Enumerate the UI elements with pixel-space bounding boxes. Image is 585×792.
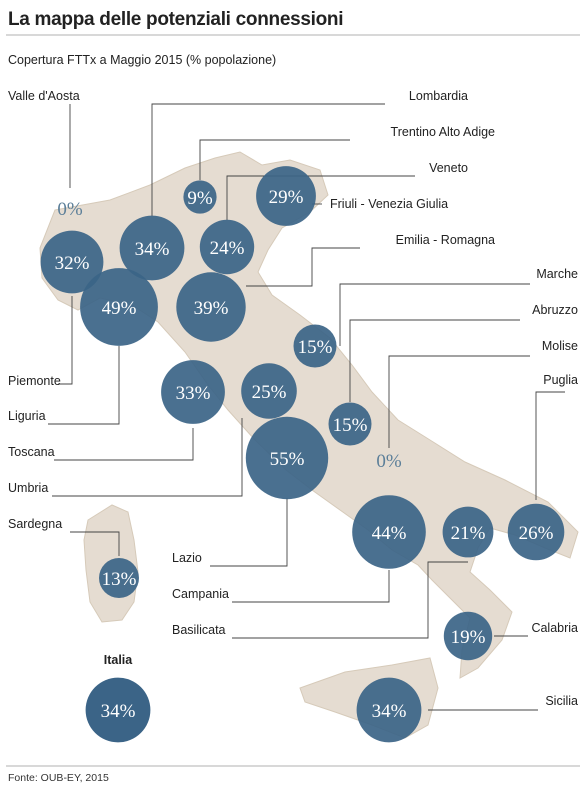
label-basilicata: Basilicata — [172, 623, 226, 637]
bubble-friuli-venezia-giulia — [256, 166, 316, 226]
label-sardegna: Sardegna — [8, 517, 62, 531]
italia-total-value: 34% — [101, 701, 136, 722]
label-sicilia: Sicilia — [545, 694, 578, 708]
bubble-lombardia — [119, 215, 185, 281]
label-liguria: Liguria — [8, 409, 46, 423]
value-valle-d-aosta: 0% — [57, 199, 83, 220]
bubble-lazio — [245, 416, 329, 500]
label-umbria: Umbria — [8, 481, 48, 495]
label-lombardia: Lombardia — [409, 89, 468, 103]
leader-molise — [388, 355, 530, 448]
bubble-piemonte — [40, 230, 104, 294]
bubble-umbria — [241, 363, 297, 419]
bubble-basilicata — [442, 506, 494, 558]
value-trentino-alto-adige: 9% — [187, 188, 213, 209]
value-toscana: 33% — [176, 383, 211, 404]
bubble-calabria — [443, 611, 493, 661]
value-puglia: 26% — [519, 523, 554, 544]
label-puglia: Puglia — [543, 373, 578, 387]
label-trentino-alto-adige: Trentino Alto Adige — [391, 125, 496, 139]
bubble-emilia-romagna — [176, 272, 246, 342]
leader-piemonte — [58, 296, 73, 385]
value-liguria: 49% — [102, 298, 137, 319]
bubble-campania — [352, 495, 426, 569]
bubble-sicilia — [356, 677, 422, 743]
leader-lines — [48, 103, 565, 711]
bubble-puglia — [507, 503, 565, 561]
label-calabria: Calabria — [531, 621, 578, 635]
value-sardegna: 13% — [102, 569, 137, 590]
leader-lombardia — [151, 103, 385, 216]
chart-subtitle: Copertura FTTx a Maggio 2015 (% popolazi… — [8, 53, 276, 67]
label-emilia-romagna: Emilia - Romagna — [396, 233, 495, 247]
label-piemonte: Piemonte — [8, 374, 61, 388]
value-sicilia: 34% — [372, 701, 407, 722]
leader-campania — [232, 570, 390, 603]
leader-trentino-alto-adige — [199, 139, 350, 180]
value-lombardia: 34% — [135, 239, 170, 260]
leader-liguria — [48, 346, 120, 425]
value-marche: 15% — [298, 337, 333, 358]
italia-total-bubble — [85, 677, 151, 743]
leader-emilia-romagna — [246, 247, 360, 287]
italia-total-title: Italia — [104, 653, 134, 667]
value-abruzzo: 15% — [333, 415, 368, 436]
leader-umbria — [52, 418, 243, 497]
value-basilicata: 21% — [451, 523, 486, 544]
label-toscana: Toscana — [8, 445, 55, 459]
bubbles: 0% 34% 9% 24% 29% 39% 15% 15% 0% 26% 32% 49% 33% 25% 5… — [40, 166, 565, 743]
leader-basilicata — [232, 561, 468, 639]
leader-sardegna — [70, 531, 120, 556]
bubble-veneto — [199, 219, 255, 275]
region-labels: Valle d'Aosta Lombardia Trentino Alto Adig… — [8, 89, 578, 708]
value-lazio: 55% — [270, 449, 305, 470]
leader-marche — [339, 283, 530, 346]
value-piemonte: 32% — [55, 253, 90, 274]
label-valle-d-aosta: Valle d'Aosta — [8, 89, 80, 103]
label-lazio: Lazio — [172, 551, 202, 565]
source-note: Fonte: OUB-EY, 2015 — [8, 772, 109, 784]
bubble-liguria — [80, 268, 158, 346]
bubble-toscana — [161, 360, 225, 424]
value-campania: 44% — [372, 523, 407, 544]
value-friuli-venezia-giulia: 29% — [269, 187, 304, 208]
bubble-sardegna — [99, 558, 139, 598]
value-molise: 0% — [376, 451, 402, 472]
leader-lazio — [210, 498, 288, 567]
value-veneto: 24% — [210, 238, 245, 259]
value-calabria: 19% — [451, 627, 486, 648]
value-umbria: 25% — [252, 382, 287, 403]
label-campania: Campania — [172, 587, 229, 601]
value-emilia-romagna: 39% — [194, 298, 229, 319]
label-marche: Marche — [536, 267, 578, 281]
label-friuli-venezia-giulia: Friuli - Venezia Giulia — [330, 197, 448, 211]
bubble-marche — [293, 324, 337, 368]
leader-puglia — [535, 391, 565, 500]
label-veneto: Veneto — [429, 161, 468, 175]
label-molise: Molise — [542, 339, 578, 353]
leader-toscana — [54, 428, 194, 461]
leader-veneto — [226, 175, 415, 220]
chart-title: La mappa delle potenziali connessioni — [8, 9, 343, 30]
bubble-trentino-alto-adige — [183, 180, 217, 214]
label-abruzzo: Abruzzo — [532, 303, 578, 317]
bubble-abruzzo — [328, 402, 372, 446]
leader-abruzzo — [349, 319, 520, 402]
